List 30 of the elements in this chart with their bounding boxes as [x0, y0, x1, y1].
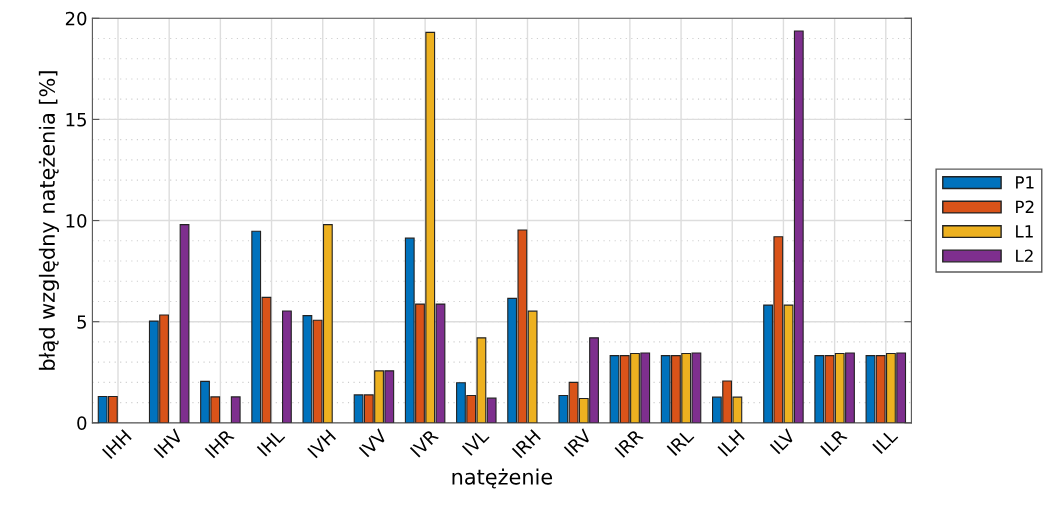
x-tick-label: IRH [511, 429, 541, 459]
y-tick-label: 20 [65, 11, 87, 26]
x-tick-label: IHL [256, 428, 286, 457]
x-tick-label: IHV [153, 428, 184, 459]
x-tick-label: IVH [307, 429, 337, 459]
legend-label: P2 [1016, 200, 1034, 213]
y-tick-label: 15 [66, 113, 86, 127]
bar [230, 396, 241, 423]
x-tick-label: IHR [204, 428, 235, 459]
bar [179, 224, 190, 423]
legend-label: L1 [1016, 225, 1033, 238]
y-tick-label: 10 [66, 214, 87, 228]
y-tick-label: 5 [77, 315, 86, 329]
x-tick-label: IVL [461, 428, 490, 456]
x-tick-label: IRL [666, 428, 695, 456]
x-tick-label: IVR [409, 428, 439, 458]
legend-label: L2 [1016, 249, 1033, 262]
x-tick-label: ILL [872, 428, 899, 455]
x-tick-label: IRR [614, 428, 644, 458]
x-tick-label: IHH [101, 429, 132, 460]
x-tick-label: IVV [358, 428, 388, 458]
x-tick-label: ILR [820, 428, 848, 456]
x-tick-label: ILV [769, 428, 796, 455]
bar [282, 310, 292, 423]
x-axis-title: natężenie [452, 468, 553, 489]
x-tick-label: ILH [717, 429, 745, 457]
y-axis-title: błąd względny natężenia [%] [38, 71, 60, 370]
x-tick-label: IRV [563, 428, 593, 457]
legend-label: P1 [1016, 176, 1034, 189]
y-tick-label: 0 [77, 416, 87, 430]
